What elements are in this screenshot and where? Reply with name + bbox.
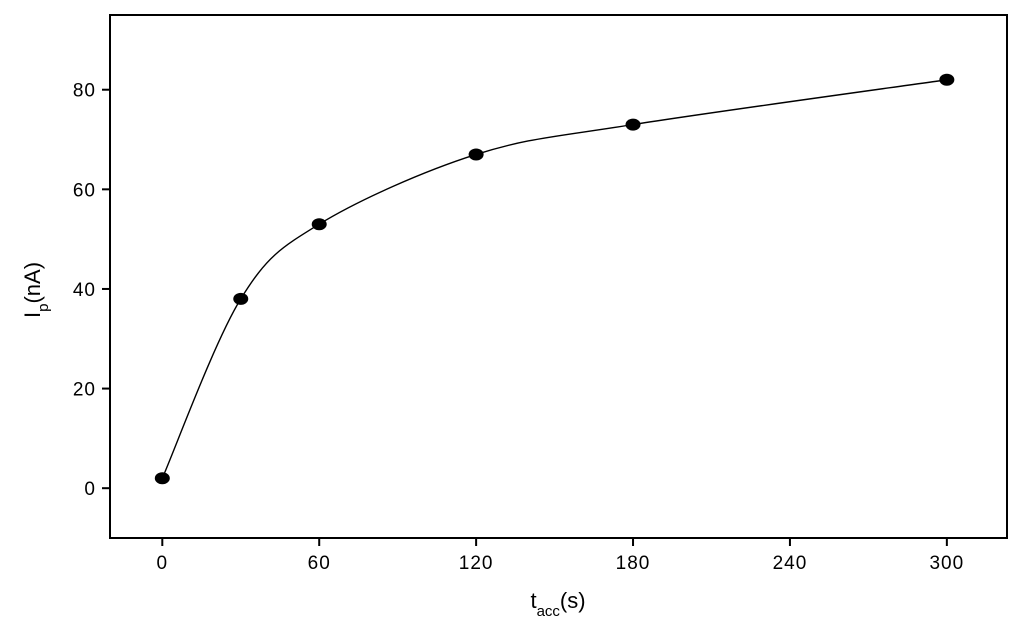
- fit-curve: [161, 79, 947, 479]
- data-point: [625, 118, 641, 131]
- x-tick-label: 0: [157, 553, 169, 574]
- y-axis-title-main: I: [20, 312, 45, 318]
- x-tick-label: 300: [929, 553, 964, 574]
- y-tick-label: 20: [73, 380, 96, 401]
- x-tick-label: 240: [773, 553, 808, 574]
- y-tick-label: 0: [84, 479, 96, 500]
- x-tick-label: 180: [616, 553, 651, 574]
- y-axis-title-unit: (nA): [20, 262, 45, 304]
- data-point: [468, 148, 484, 161]
- x-axis: 0 60 120 180 240 300: [157, 538, 964, 574]
- data-point: [233, 292, 249, 305]
- data-point: [311, 218, 327, 231]
- x-axis-title-unit: (s): [560, 588, 586, 613]
- x-tick-label: 120: [459, 553, 494, 574]
- x-tick-label: 60: [308, 553, 331, 574]
- data-point: [939, 73, 955, 86]
- y-axis-title-sub: p: [35, 304, 52, 312]
- y-axis: 0 20 40 60 80: [73, 81, 110, 500]
- y-tick-label: 40: [73, 280, 96, 301]
- y-tick-label: 60: [73, 180, 96, 201]
- data-point: [154, 472, 170, 485]
- x-axis-title-main: t: [530, 588, 536, 613]
- y-tick-label: 80: [73, 81, 96, 102]
- x-axis-title-sub: acc: [537, 603, 561, 620]
- plot-frame: [109, 14, 1008, 539]
- y-axis-title: Ip(nA): [20, 262, 52, 318]
- x-axis-title: tacc(s): [530, 588, 585, 620]
- data-markers: [154, 73, 955, 485]
